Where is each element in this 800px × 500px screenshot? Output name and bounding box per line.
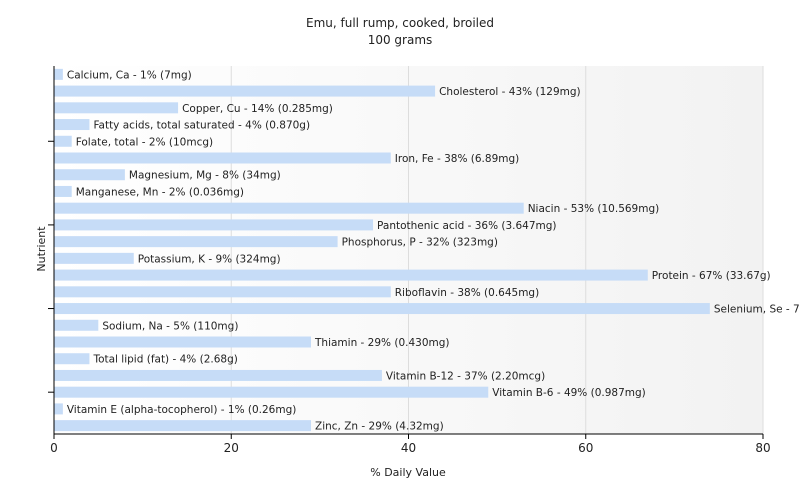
- bar-label: Protein - 67% (33.67g): [652, 270, 771, 282]
- bar-label: Copper, Cu - 14% (0.285mg): [182, 103, 333, 115]
- bar: [54, 152, 391, 164]
- bar-label: Fatty acids, total saturated - 4% (0.870…: [93, 120, 310, 132]
- bar: [54, 102, 179, 114]
- x-axis-label: % Daily Value: [370, 466, 446, 479]
- x-tick-label: 40: [401, 441, 416, 455]
- bar: [54, 386, 489, 398]
- bar: [54, 202, 524, 214]
- bar-label: Phosphorus, P - 32% (323mg): [342, 237, 498, 249]
- bar: [54, 403, 63, 415]
- bar-label: Sodium, Na - 5% (110mg): [102, 320, 238, 332]
- bar-label: Total lipid (fat) - 4% (2.68g): [92, 354, 237, 366]
- bar: [54, 420, 312, 432]
- bar: [54, 68, 63, 80]
- x-tick-label: 0: [50, 441, 58, 455]
- bar-label: Vitamin B-6 - 49% (0.987mg): [492, 387, 646, 399]
- axes: 0 20 40 60 80: [48, 66, 771, 455]
- bar-label: Magnesium, Mg - 8% (34mg): [129, 170, 281, 182]
- bar: [54, 286, 391, 298]
- bar-label: Vitamin B-12 - 37% (2.20mcg): [386, 370, 545, 382]
- bar: [54, 353, 90, 365]
- bar-label: Zinc, Zn - 29% (4.32mg): [315, 421, 444, 433]
- bar: [54, 369, 382, 381]
- bar-label: Niacin - 53% (10.569mg): [528, 203, 660, 215]
- bar-label: Manganese, Mn - 2% (0.036mg): [76, 186, 244, 198]
- bar: [54, 119, 90, 131]
- bar-label: Pantothenic acid - 36% (3.647mg): [377, 220, 556, 232]
- bar: [54, 303, 710, 315]
- bar-label: Calcium, Ca - 1% (7mg): [67, 69, 192, 81]
- chart-subtitle: 100 grams: [368, 33, 433, 47]
- bar: [54, 252, 134, 264]
- chart-title: Emu, full rump, cooked, broiled: [306, 16, 494, 30]
- y-axis-label: Nutrient: [35, 226, 48, 272]
- bar: [54, 185, 72, 197]
- bar: [54, 219, 374, 231]
- bar: [54, 269, 648, 281]
- bar: [54, 135, 72, 147]
- bar-label: Iron, Fe - 38% (6.89mg): [395, 153, 519, 165]
- bars: Calcium, Ca - 1% (7mg) Cholesterol - 43% …: [54, 68, 800, 433]
- bar-label: Riboflavin - 38% (0.645mg): [395, 287, 539, 299]
- x-tick-label: 20: [224, 441, 239, 455]
- bar-label: Potassium, K - 9% (324mg): [138, 253, 281, 265]
- bar-label: Vitamin E (alpha-tocopherol) - 1% (0.26m…: [67, 404, 296, 416]
- x-tick-label: 80: [755, 441, 770, 455]
- bar-label: Selenium, Se - 74% (52.1mcg): [714, 304, 800, 316]
- bar: [54, 236, 338, 248]
- bar-label: Cholesterol - 43% (129mg): [439, 86, 581, 98]
- bar: [54, 85, 436, 97]
- bar: [54, 169, 125, 181]
- bar: [54, 319, 99, 331]
- bar-label: Folate, total - 2% (10mcg): [76, 136, 213, 148]
- bar: [54, 336, 312, 348]
- bar-label: Thiamin - 29% (0.430mg): [314, 337, 450, 349]
- x-tick-label: 60: [578, 441, 593, 455]
